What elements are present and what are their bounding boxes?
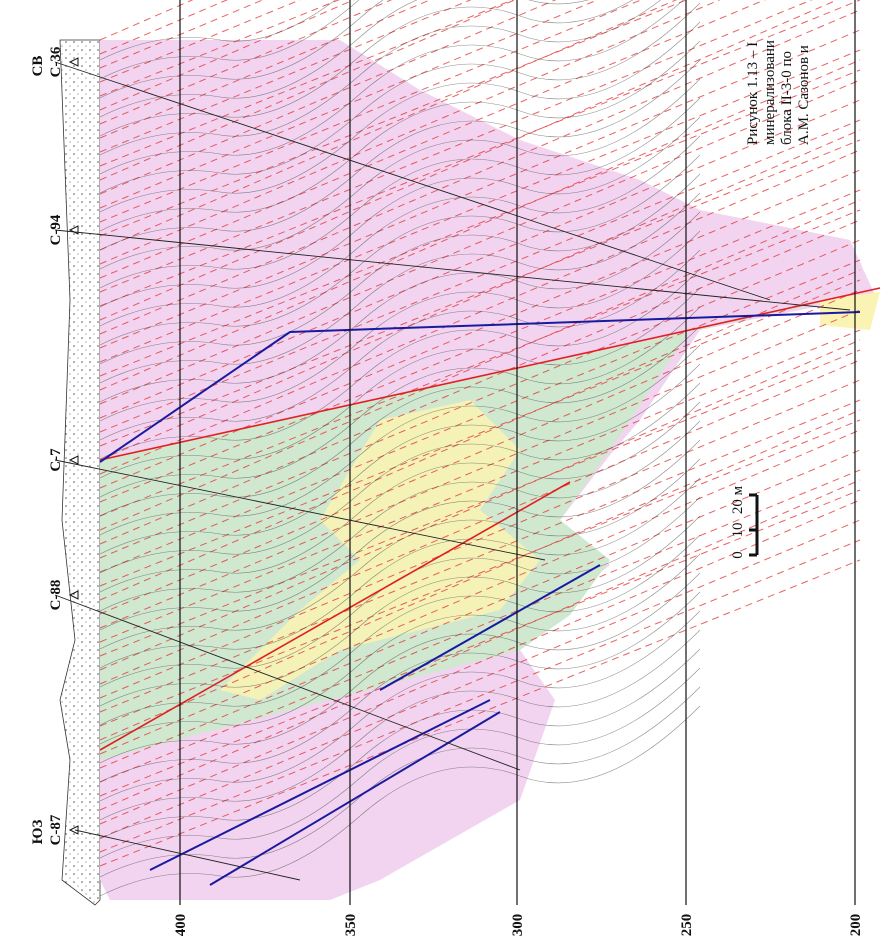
well-label: С-87 [48,814,64,845]
elevation-label: 400 [173,914,189,937]
scale-label: 20 м [730,485,746,514]
well-label: С-94 [48,214,64,245]
scale-label: 10 [730,523,746,538]
scale-label: 0 [730,551,746,559]
well-label: С-88 [48,580,64,611]
caption-line: блока II-3-0 по [779,51,795,145]
caption-line: А.М. Сазонов и [796,45,812,145]
elevation-label: 200 [848,914,864,937]
well-label: С-7 [48,448,64,472]
direction-label: ЮЗ [30,820,46,845]
sediments [60,40,100,905]
elevation-label: 350 [343,914,359,937]
well-label: С-36 [48,46,64,77]
direction-label: СВ [30,56,46,77]
caption-line: Рисунок 1.13 – I [745,42,761,145]
cross-section: СВ ЮЗ С-36 С-94 С-7 С-88 С-87 400 350 300 250 200 0 1… [0,0,896,948]
elevation-label: 250 [679,914,695,937]
elevation-label: 300 [510,914,526,937]
caption-line: минерализовани [762,40,778,145]
